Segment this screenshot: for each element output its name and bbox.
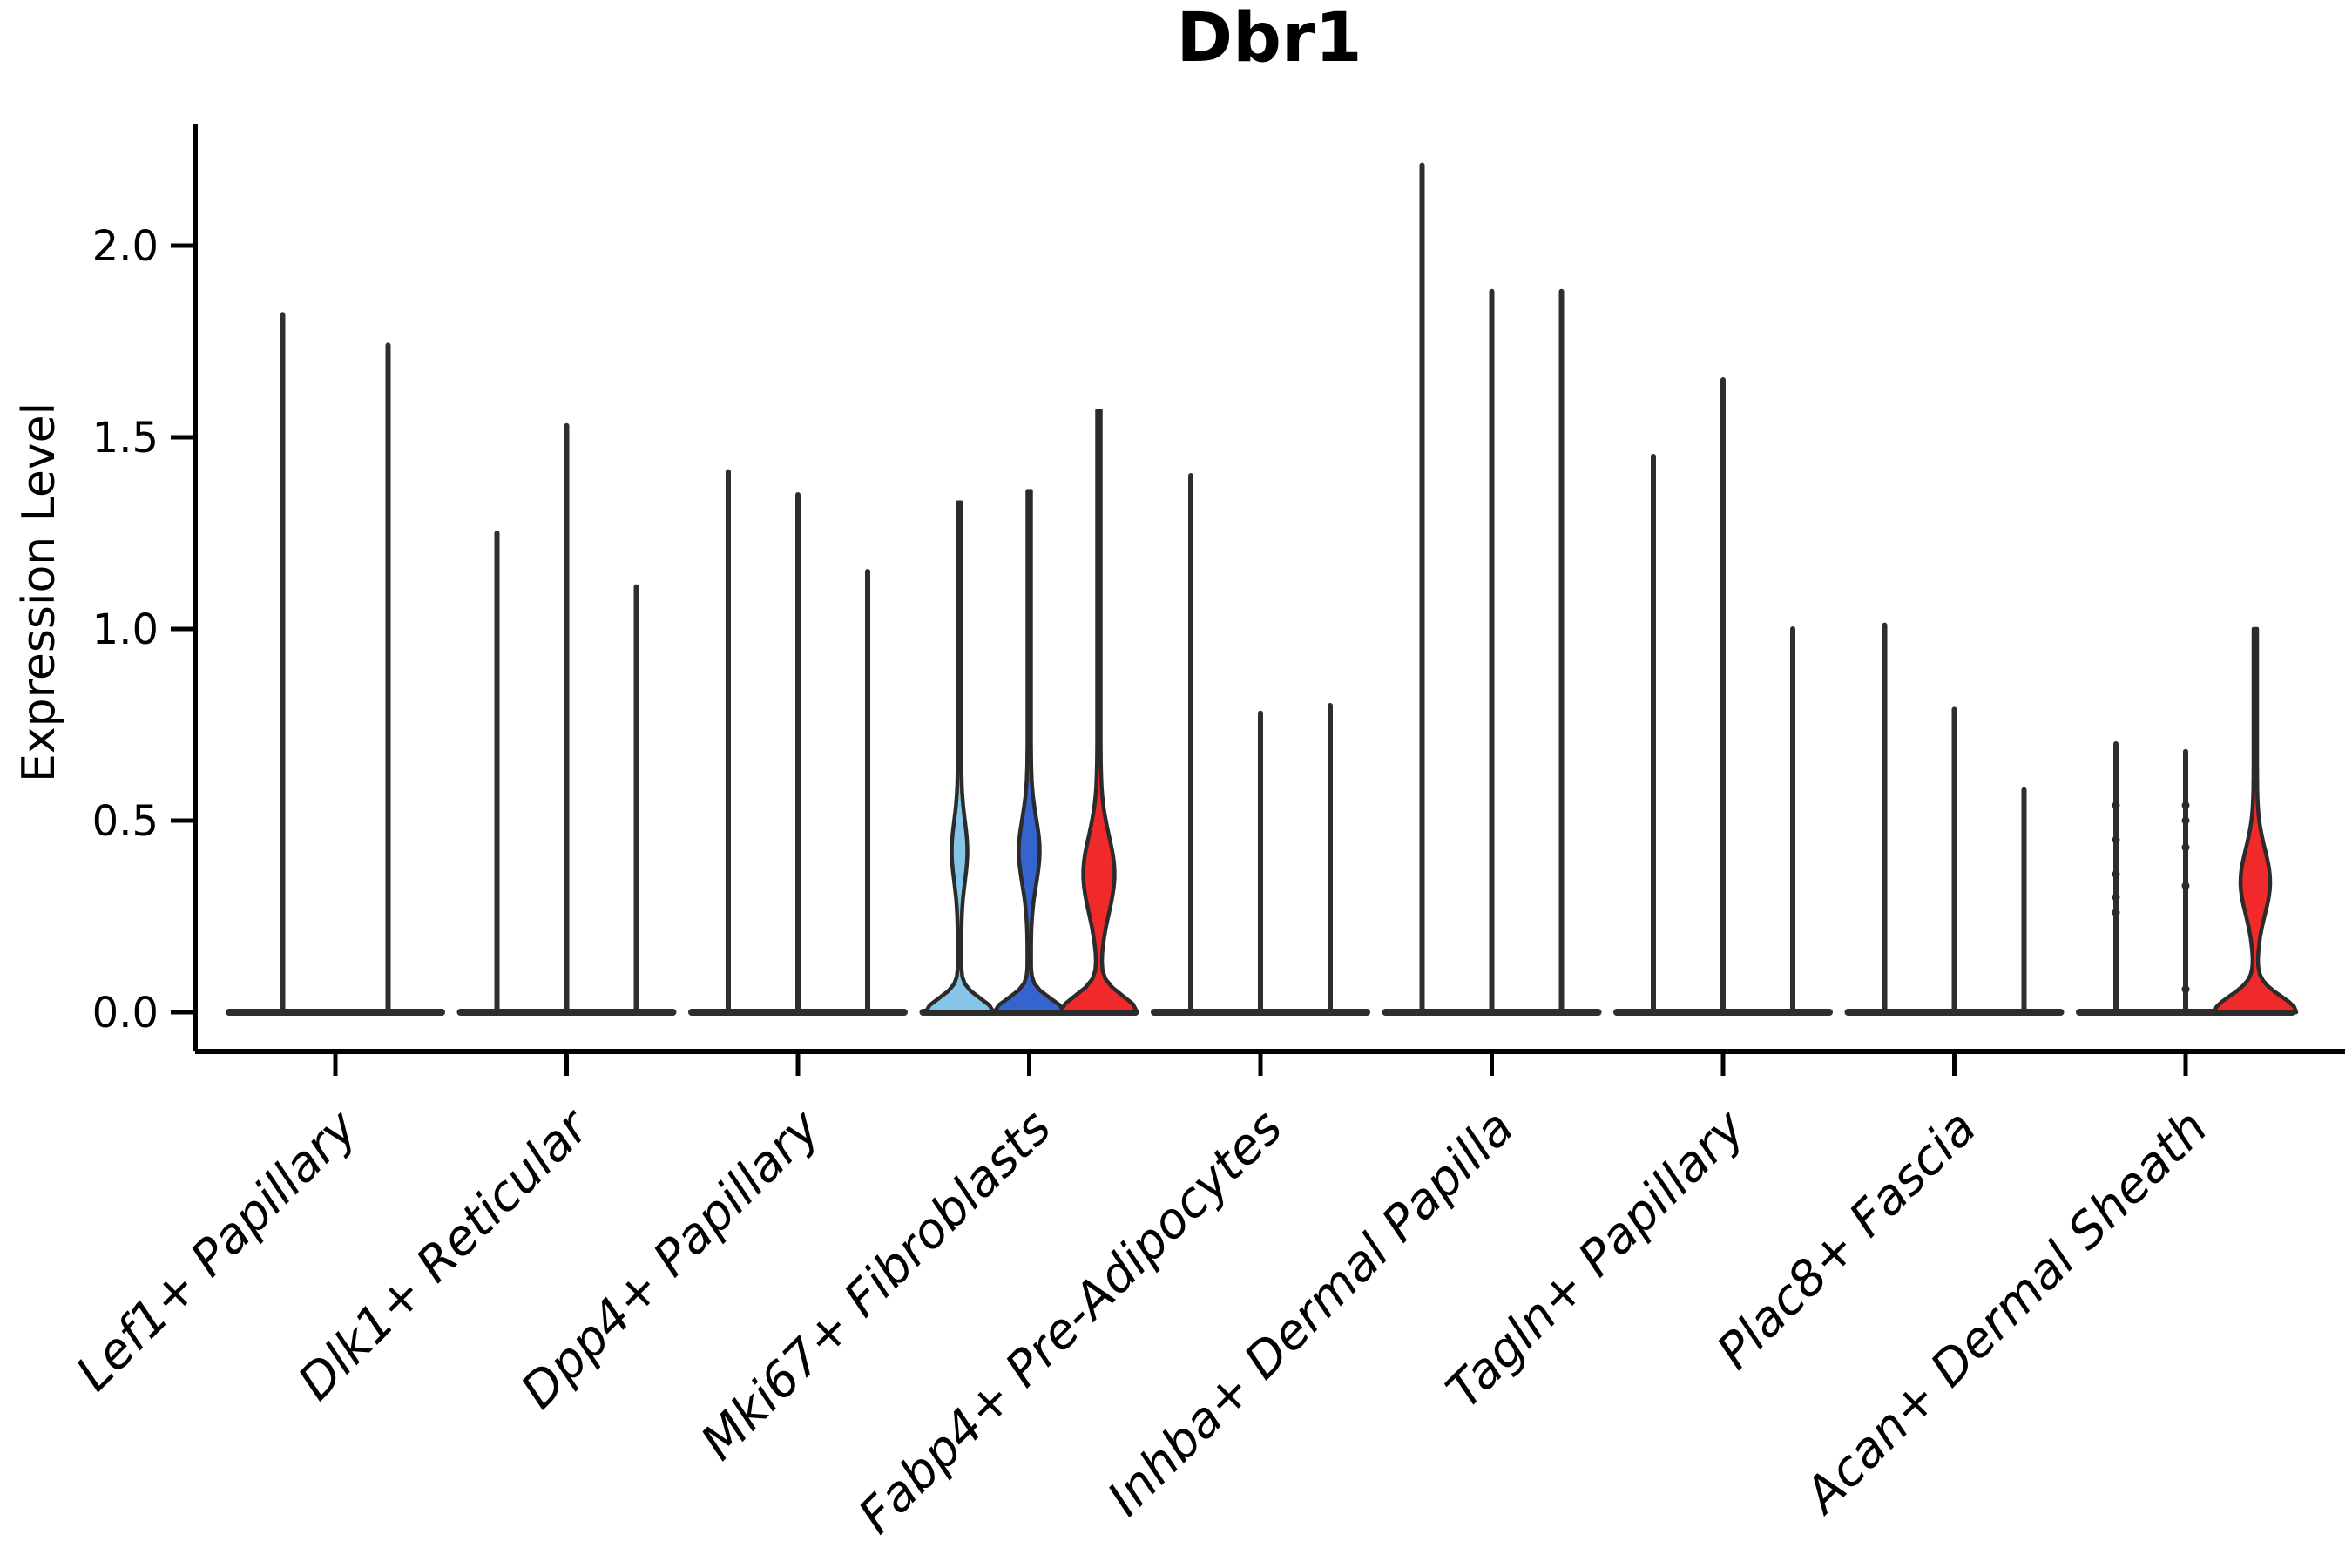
jitter-dot (2112, 909, 2120, 917)
chart-title: Dbr1 (1176, 0, 1362, 78)
violin-body-blue (992, 489, 1066, 1015)
jitter-dot (2181, 801, 2190, 809)
jitter-dot (2112, 801, 2120, 809)
violin-body-red (1058, 408, 1139, 1015)
violin-body-lightblue (923, 500, 996, 1015)
jitter-dot (2181, 843, 2190, 852)
jitter-dot (2181, 985, 2190, 994)
y-tick-label: 1.0 (92, 605, 159, 654)
x-category-label: Inhba+ Dermal Papilla (1097, 1099, 1524, 1527)
y-tick-label: 2.0 (92, 222, 159, 271)
jitter-dot (2181, 816, 2190, 825)
y-tick-label: 1.5 (92, 414, 159, 463)
y-axis-label: Expression Level (13, 402, 65, 782)
jitter-dot (2181, 882, 2190, 890)
jitter-dot (2112, 870, 2120, 879)
jitter-dot (2112, 835, 2120, 844)
x-category-label: Acan+ Dermal Sheath (1793, 1099, 2219, 1525)
y-tick-label: 0.0 (92, 989, 159, 1037)
violin-body-red (2212, 626, 2299, 1015)
x-category-label: Fabp4+ Pre-Adipocytes (848, 1099, 1294, 1544)
y-tick-label: 0.5 (92, 797, 159, 846)
jitter-dot (2112, 893, 2120, 902)
